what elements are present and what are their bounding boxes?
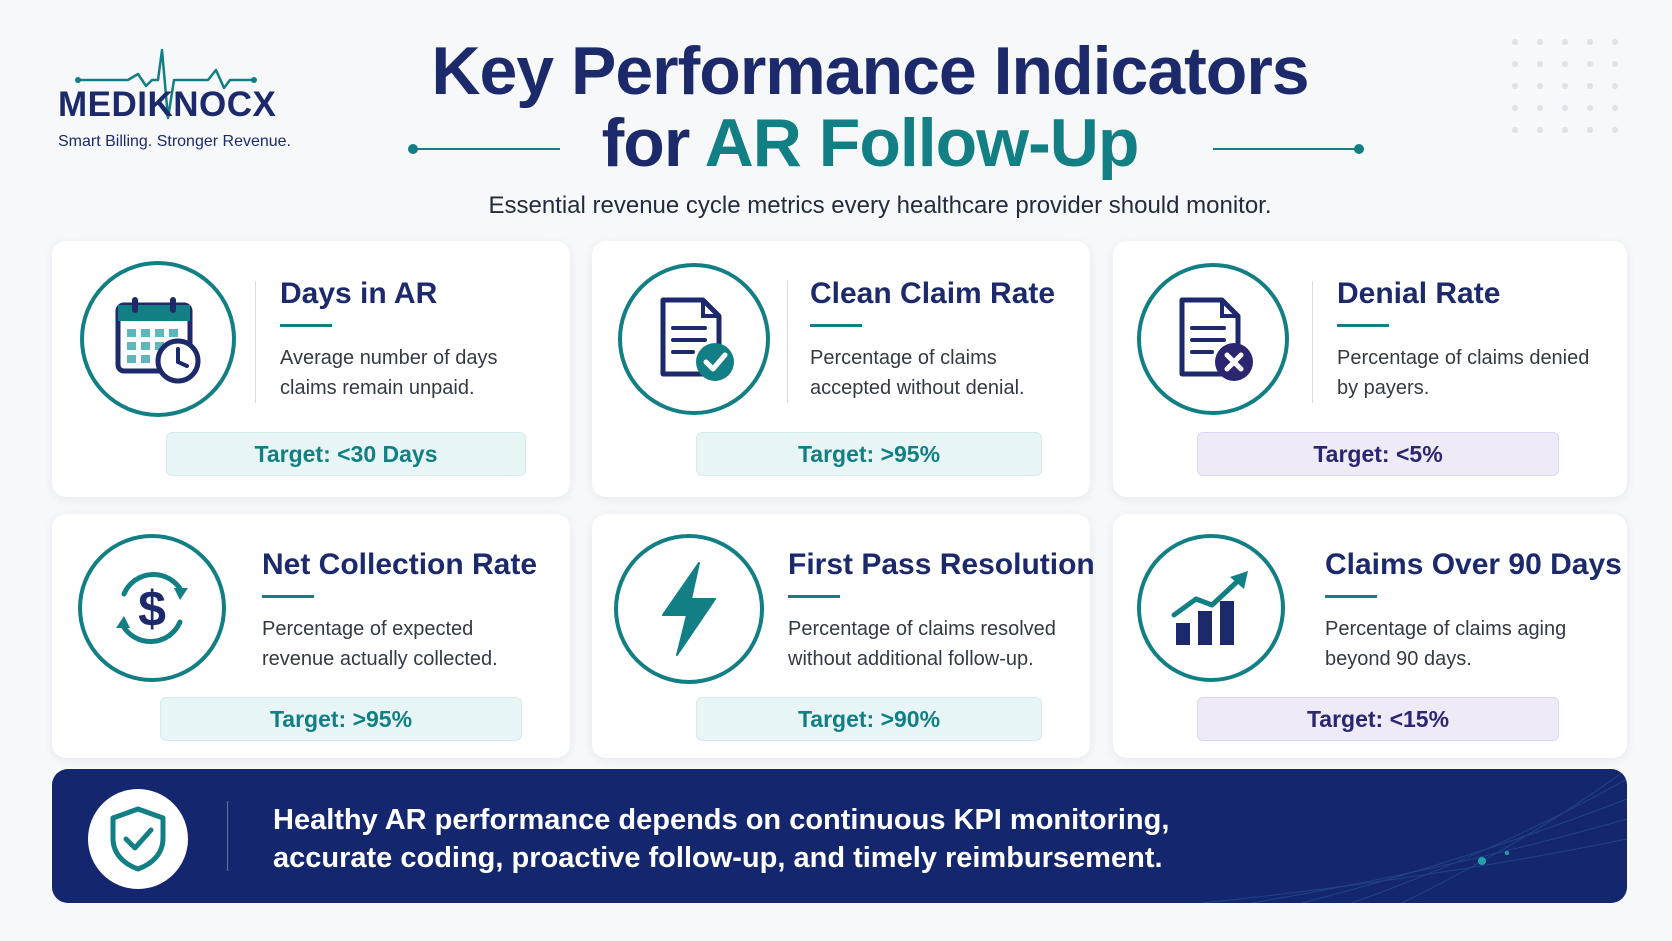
page-title-line2: for AR Follow-Up [0, 104, 1672, 182]
title-underline [1325, 595, 1377, 598]
kpi-card-first-pass-resolution: First Pass Resolution Percentage of clai… [592, 514, 1095, 758]
banner-divider [227, 801, 228, 871]
heartbeat-line-icon [75, 48, 257, 120]
kpi-description: Percentage of expected revenue actually … [262, 618, 498, 670]
kpi-icon-circle [1137, 534, 1285, 682]
kpi-icon-circle: $ [78, 534, 226, 682]
kpi-target-badge: Target: >95% [696, 432, 1042, 476]
kpi-title: Claims Over 90 Days [1325, 548, 1622, 581]
lightning-icon [662, 562, 716, 656]
kpi-description: Percentage of claims accepted without de… [810, 347, 1025, 399]
kpi-card-days-in-ar: Days in AR Average number of days claims… [52, 241, 570, 497]
growth-chart-icon [1171, 571, 1248, 645]
page-title-line1: Key Performance Indicators [431, 33, 1309, 109]
kpi-target-badge: Target: <5% [1197, 432, 1559, 476]
title-right-line [1213, 148, 1359, 150]
title-underline [810, 324, 862, 327]
kpi-description: Percentage of claims denied by payers. [1337, 347, 1590, 399]
svg-text:$: $ [138, 581, 166, 637]
dollar-cycle-icon: $ [116, 572, 188, 644]
kpi-icon-circle [614, 534, 764, 684]
kpi-target-badge: Target: >95% [160, 697, 522, 741]
decorative-dot-grid [1512, 39, 1618, 133]
kpi-description: Percentage of claims resolved without ad… [788, 618, 1056, 670]
shield-badge [88, 789, 188, 889]
kpi-description: Percentage of claims aging beyond 90 day… [1325, 618, 1567, 670]
kpi-card-denial-rate: Denial Rate Percentage of claims denied … [1113, 241, 1627, 497]
kpi-target-badge: Target: >90% [696, 697, 1042, 741]
kpi-icon-circle [618, 263, 770, 415]
kpi-title: Denial Rate [1337, 277, 1501, 310]
brand-logo: MEDIKNOCX Smart Billing. Stronger Revenu… [58, 40, 328, 160]
title-left-line [414, 148, 560, 150]
calendar-clock-icon [115, 297, 201, 384]
title-underline [280, 324, 332, 327]
document-check-icon [660, 297, 734, 381]
title-right-dot [1354, 144, 1364, 154]
kpi-icon-circle [1137, 263, 1289, 415]
title-underline [1337, 324, 1389, 327]
brand-name: MEDIKNOCX [58, 85, 277, 124]
title-prefix: for [601, 105, 691, 181]
card-divider [1312, 281, 1313, 403]
shield-check-icon [110, 806, 166, 872]
kpi-target-badge: Target: <15% [1197, 697, 1559, 741]
kpi-card-clean-claim-rate: Clean Claim Rate Percentage of claims ac… [592, 241, 1090, 497]
title-underline [262, 595, 314, 598]
kpi-card-net-collection-rate: $ Net Collection Rate Percentage of expe… [52, 514, 570, 758]
kpi-card-claims-over-90-days: Claims Over 90 Days Percentage of claims… [1113, 514, 1627, 758]
summary-banner: Healthy AR performance depends on contin… [52, 769, 1627, 903]
kpi-icon-circle [80, 261, 236, 417]
title-underline [788, 595, 840, 598]
document-x-icon [1179, 297, 1253, 381]
kpi-title: Clean Claim Rate [810, 277, 1056, 310]
card-divider [787, 281, 788, 403]
page-subtitle: Essential revenue cycle metrics every he… [488, 192, 1272, 219]
kpi-target-badge: Target: <30 Days [166, 432, 526, 476]
card-divider [255, 281, 256, 403]
title-left-dot [408, 144, 418, 154]
brand-tagline: Smart Billing. Stronger Revenue. [58, 133, 291, 150]
kpi-title: Days in AR [280, 277, 438, 310]
kpi-description: Average number of days claims remain unp… [280, 347, 498, 399]
kpi-title: First Pass Resolution [788, 548, 1095, 581]
title-accent: AR Follow-Up [704, 105, 1140, 181]
summary-message: Healthy AR performance depends on contin… [273, 804, 1170, 874]
decorative-waves [1201, 769, 1627, 903]
kpi-title: Net Collection Rate [262, 548, 538, 581]
